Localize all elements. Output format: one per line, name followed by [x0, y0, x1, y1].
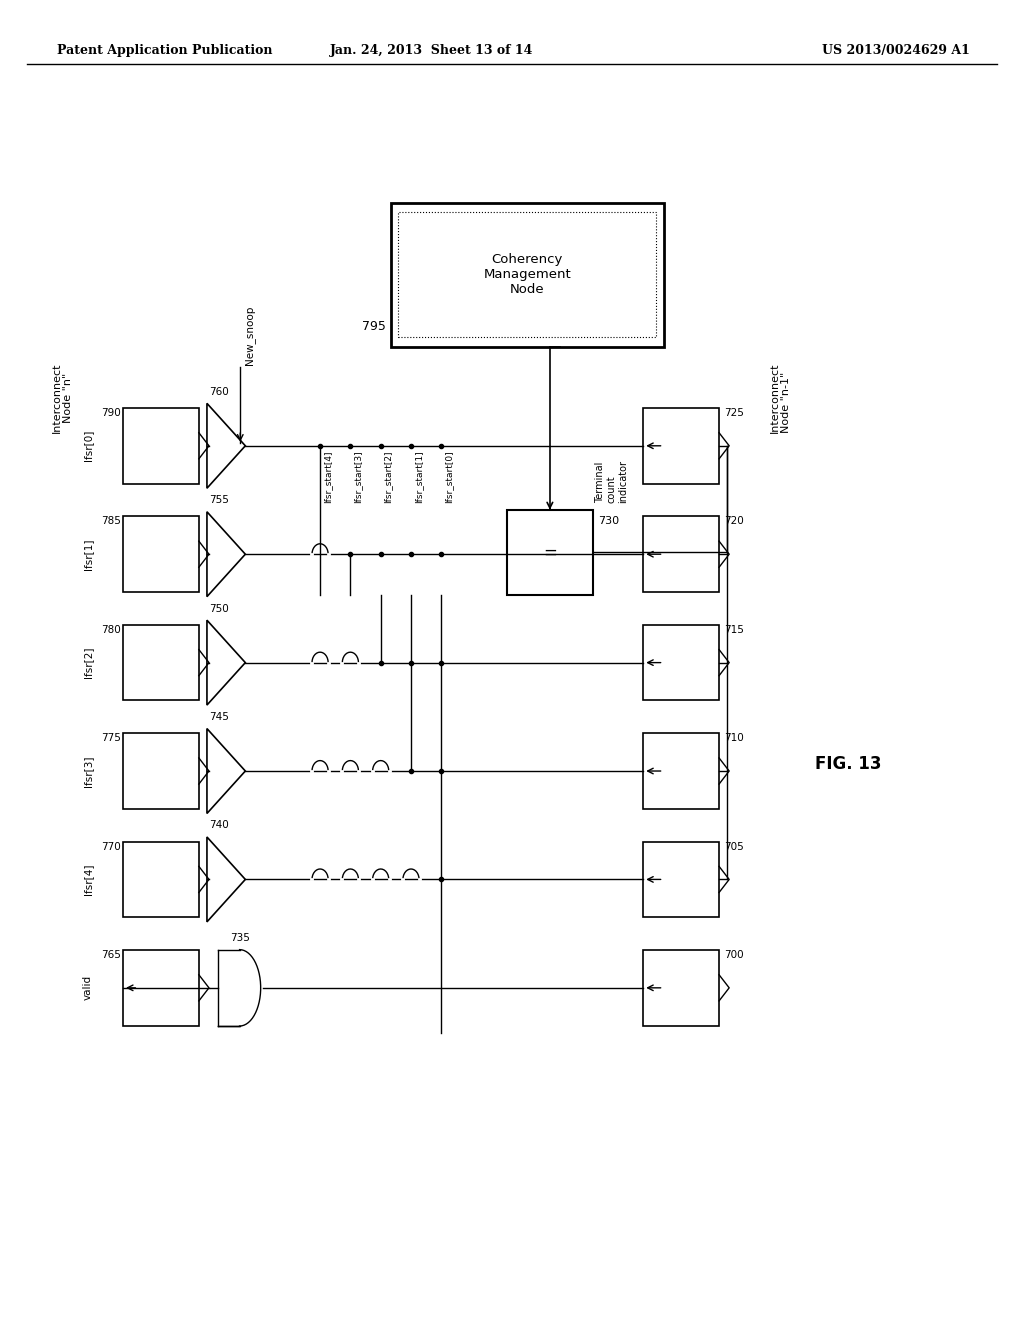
Text: US 2013/0024629 A1: US 2013/0024629 A1	[822, 44, 970, 57]
Text: lfsr[2]: lfsr[2]	[83, 647, 93, 678]
Text: 755: 755	[209, 495, 228, 506]
Polygon shape	[207, 512, 246, 597]
Polygon shape	[207, 837, 246, 921]
Text: Interconnect
Node "n-1": Interconnect Node "n-1"	[770, 362, 792, 433]
Polygon shape	[207, 404, 246, 488]
Text: lfsr[4]: lfsr[4]	[83, 863, 93, 895]
Text: 740: 740	[209, 821, 228, 830]
Text: Jan. 24, 2013  Sheet 13 of 14: Jan. 24, 2013 Sheet 13 of 14	[330, 44, 532, 57]
Text: 710: 710	[724, 733, 743, 743]
Bar	[643, 408, 719, 483]
Text: lfsr[0]: lfsr[0]	[83, 430, 93, 462]
Bar	[643, 624, 719, 701]
Bar	[123, 408, 199, 483]
Text: lfsr_start[3]: lfsr_start[3]	[353, 450, 362, 503]
Text: lfsr[1]: lfsr[1]	[83, 539, 93, 570]
Text: 735: 735	[229, 933, 250, 942]
Bar	[123, 624, 199, 701]
Text: Coherency
Management
Node: Coherency Management Node	[483, 253, 571, 296]
Bar	[507, 510, 593, 595]
Text: Terminal
count
indicator: Terminal count indicator	[595, 461, 628, 503]
Bar	[398, 213, 656, 338]
Text: 705: 705	[724, 842, 743, 851]
Text: 795: 795	[361, 321, 386, 334]
Text: 775: 775	[101, 733, 121, 743]
Text: 790: 790	[101, 408, 121, 418]
Text: lfsr_start[4]: lfsr_start[4]	[324, 450, 332, 503]
Polygon shape	[207, 729, 246, 813]
Polygon shape	[207, 620, 246, 705]
Text: =: =	[543, 544, 557, 561]
Bar	[643, 950, 719, 1026]
Bar	[643, 516, 719, 593]
Text: 725: 725	[724, 408, 744, 418]
Text: lfsr_start[0]: lfsr_start[0]	[444, 450, 454, 503]
Text: FIG. 13: FIG. 13	[815, 755, 882, 774]
Text: 745: 745	[209, 711, 228, 722]
Text: 715: 715	[724, 624, 744, 635]
Bar	[123, 516, 199, 593]
Bar	[643, 842, 719, 917]
Bar	[391, 203, 664, 347]
Text: 720: 720	[724, 516, 743, 527]
Text: lfsr_start[1]: lfsr_start[1]	[414, 450, 423, 503]
Text: lfsr_start[2]: lfsr_start[2]	[384, 450, 393, 503]
Text: 700: 700	[724, 950, 743, 960]
Bar	[123, 950, 199, 1026]
Text: 780: 780	[101, 624, 121, 635]
Text: 785: 785	[101, 516, 121, 527]
Text: 765: 765	[101, 950, 121, 960]
Text: 770: 770	[101, 842, 121, 851]
Bar	[643, 733, 719, 809]
Text: New_snoop: New_snoop	[245, 305, 255, 364]
Text: Interconnect
Node "n": Interconnect Node "n"	[51, 362, 74, 433]
Text: 730: 730	[598, 516, 618, 527]
Bar	[123, 733, 199, 809]
Text: 760: 760	[209, 387, 228, 397]
Bar	[123, 842, 199, 917]
Text: lfsr[3]: lfsr[3]	[83, 755, 93, 787]
Text: Patent Application Publication: Patent Application Publication	[57, 44, 273, 57]
Text: 750: 750	[209, 603, 228, 614]
Text: valid: valid	[83, 975, 93, 1001]
